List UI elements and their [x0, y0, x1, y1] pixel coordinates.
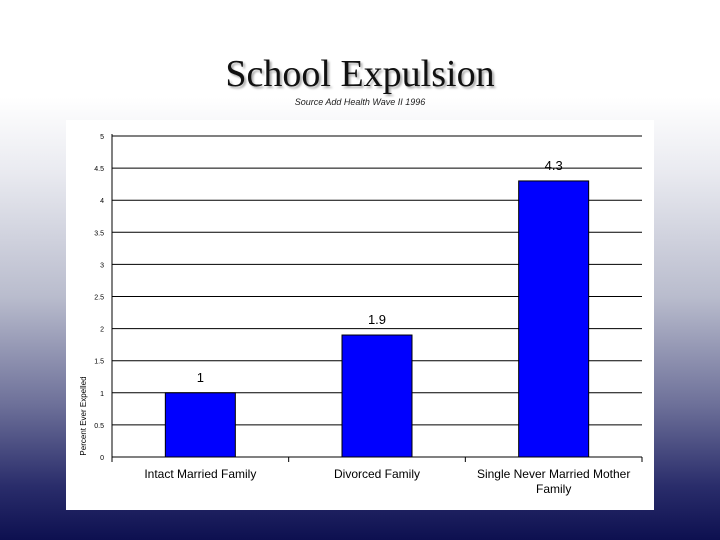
y-tick-label: 0.5	[94, 423, 104, 430]
bar-2	[341, 334, 413, 458]
x-category-label: Intact Married Family	[144, 467, 256, 481]
y-tick-label: 2.5	[94, 295, 104, 302]
y-tick-label: 1	[100, 391, 104, 398]
y-tick-label: 3.5	[94, 230, 104, 237]
y-tick-label: 0	[100, 455, 104, 462]
y-tick-label: 5	[100, 134, 104, 141]
data-label: 1	[197, 370, 204, 385]
y-tick-label: 2	[100, 327, 104, 334]
chart-panel: Percent Ever Expelled 0 0.5 1 1.5 2 2.5 3 3.5 4 4…	[66, 120, 654, 510]
data-label: 1.9	[368, 312, 386, 327]
x-category-label: Divorced Family	[334, 467, 420, 481]
bar-chart: Percent Ever Expelled 0 0.5 1 1.5 2 2.5 3 3.5 4 4…	[79, 134, 643, 496]
y-tick-label: 4.5	[94, 166, 104, 173]
y-tick-label: 1.5	[94, 359, 104, 366]
y-axis-label: Percent Ever Expelled	[79, 376, 88, 455]
data-label: 4.3	[545, 158, 563, 173]
y-tick-label: 3	[100, 262, 104, 269]
bar-3	[518, 180, 590, 458]
chart-source-subtitle: Source Add Health Wave II 1996	[294, 97, 426, 107]
bar-1	[164, 392, 236, 458]
y-tick-label: 4	[100, 198, 104, 205]
x-category-label: Single Never Married Mother Family	[477, 467, 630, 496]
slide-title: School Expulsion	[225, 53, 495, 95]
